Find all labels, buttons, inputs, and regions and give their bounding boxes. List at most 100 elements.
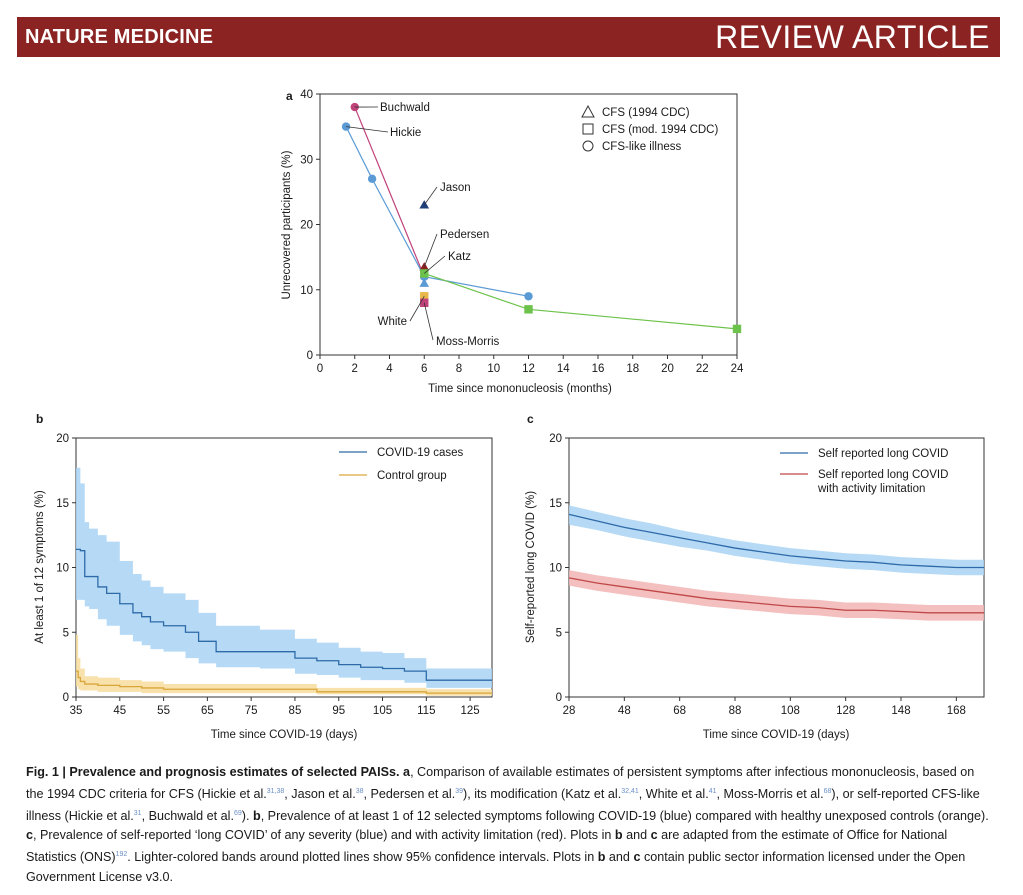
y-tick-label: 10 bbox=[549, 563, 562, 575]
caption-text: are adapted from the estimate of Office … bbox=[26, 828, 948, 865]
caption-ref[interactable]: 31 bbox=[133, 810, 142, 818]
annotation-white: White bbox=[378, 316, 407, 328]
caption-ref[interactable]: 31,38 bbox=[266, 788, 285, 795]
x-tick-label: 20 bbox=[661, 363, 674, 375]
confidence-band-0 bbox=[76, 467, 492, 688]
caption-a-label: a bbox=[403, 765, 411, 779]
point-katz bbox=[732, 324, 742, 334]
chart-panel-c: 28 48 68 88 108 128 148 168 0 5 10 15 20 Time since C… bbox=[525, 412, 985, 741]
x-tick-label: 108 bbox=[781, 705, 800, 717]
caption-ref[interactable]: 41 bbox=[708, 788, 717, 795]
x-tick-label: 10 bbox=[487, 363, 500, 375]
caption-text: contain public sector information licens… bbox=[26, 850, 966, 884]
caption-ref[interactable]: 38 bbox=[355, 788, 364, 795]
panel-letter: c bbox=[527, 412, 534, 426]
legend-label: CFS (1994 CDC) bbox=[602, 107, 690, 119]
annotation-leader bbox=[423, 233, 438, 268]
x-axis-label: Time since mononucleosis (months) bbox=[428, 383, 612, 395]
x-tick-label: 18 bbox=[626, 363, 639, 375]
annotation-leader bbox=[346, 126, 389, 133]
caption-text: ), its modification (Katz et al. bbox=[463, 787, 622, 802]
annotation-leader bbox=[409, 296, 425, 322]
caption-ref[interactable]: 192 bbox=[115, 851, 128, 859]
y-tick-label: 20 bbox=[549, 433, 562, 445]
annotation-hickie: Hickie bbox=[390, 127, 421, 139]
panel-letter: a bbox=[286, 89, 293, 103]
caption-ref[interactable]: 68 bbox=[823, 788, 832, 795]
x-tick-label: 45 bbox=[113, 705, 126, 717]
caption-text: ). bbox=[241, 809, 253, 824]
caption-text: , Pedersen et al. bbox=[363, 787, 456, 802]
caption-text: , Jason et al. bbox=[284, 787, 356, 802]
x-tick-label: 24 bbox=[731, 363, 744, 375]
legend-label: CFS (mod. 1994 CDC) bbox=[602, 124, 718, 136]
x-tick-label: 28 bbox=[563, 705, 576, 717]
series-line-0 bbox=[568, 513, 984, 569]
caption-text: and bbox=[622, 828, 651, 843]
legend-label: Self reported long COVID bbox=[818, 448, 948, 460]
legend-square bbox=[582, 123, 594, 135]
caption-a-text: , Comparison of available estimates of p… bbox=[26, 765, 975, 802]
caption-c-label: c bbox=[26, 828, 34, 843]
series-line-1 bbox=[568, 577, 984, 614]
x-tick-label: 68 bbox=[673, 705, 686, 717]
x-tick-label: 168 bbox=[947, 705, 966, 717]
point-katz bbox=[524, 305, 533, 314]
point-hickie bbox=[367, 174, 377, 184]
article-type: REVIEW ARTICLE bbox=[715, 19, 990, 55]
caption-title: Fig. 1 | Prevalence and prognosis estima… bbox=[26, 765, 400, 779]
x-axis-label: Time since COVID-19 (days) bbox=[703, 729, 850, 741]
legend-circle bbox=[582, 140, 594, 152]
confidence-band-0 bbox=[569, 505, 984, 576]
x-tick-label: 16 bbox=[592, 363, 605, 375]
x-tick-label: 6 bbox=[421, 363, 427, 375]
annotation-katz: Katz bbox=[448, 251, 471, 263]
caption-b-ref: b bbox=[597, 850, 606, 865]
caption-b-text: , Prevalence of at least 1 of 12 selecte… bbox=[260, 809, 989, 824]
x-tick-label: 55 bbox=[157, 705, 170, 717]
series-line-katz bbox=[424, 272, 738, 330]
figure-caption: Fig. 1 | Prevalence and prognosis estima… bbox=[26, 763, 991, 887]
annotation-jason: Jason bbox=[440, 182, 471, 194]
x-tick-label: 14 bbox=[557, 363, 570, 375]
x-tick-label: 2 bbox=[352, 363, 358, 375]
legend-label: CFS-like illness bbox=[602, 141, 681, 153]
y-tick-label: 40 bbox=[300, 89, 313, 101]
series-line-1 bbox=[76, 670, 492, 694]
annotation-leader bbox=[423, 302, 434, 341]
y-tick-label: 20 bbox=[300, 220, 313, 232]
confidence-band-1 bbox=[76, 634, 492, 696]
x-tick-label: 128 bbox=[836, 705, 855, 717]
x-tick-label: 35 bbox=[70, 705, 83, 717]
caption-ref[interactable]: 69 bbox=[233, 810, 242, 818]
journal-header: NATURE MEDICINE REVIEW ARTICLE bbox=[17, 17, 1000, 57]
caption-b-ref: b bbox=[614, 828, 623, 843]
chart-panel-b: 35 45 55 65 75 85 95 105 115 125 0 5 10 15 20 Time sinc… bbox=[34, 412, 493, 741]
x-tick-label: 148 bbox=[891, 705, 910, 717]
x-tick-label: 48 bbox=[618, 705, 631, 717]
caption-text: and bbox=[605, 850, 634, 865]
y-tick-label: 0 bbox=[307, 350, 313, 362]
y-tick-label: 0 bbox=[556, 692, 562, 704]
legend-label: Control group bbox=[377, 470, 447, 482]
x-tick-label: 115 bbox=[417, 705, 435, 717]
x-tick-label: 85 bbox=[289, 705, 302, 717]
x-tick-label: 125 bbox=[461, 705, 480, 717]
y-tick-label: 5 bbox=[63, 627, 69, 639]
annotation-leader bbox=[423, 186, 438, 206]
y-tick-label: 20 bbox=[56, 433, 69, 445]
point-hickie bbox=[524, 292, 533, 301]
y-tick-label: 5 bbox=[556, 627, 562, 639]
caption-ref[interactable]: 32,41 bbox=[621, 788, 639, 795]
caption-ref[interactable]: 39 bbox=[455, 788, 464, 795]
series-line-buchwald bbox=[354, 106, 425, 277]
legend-label: Self reported long COVID bbox=[818, 469, 948, 481]
y-tick-label: 0 bbox=[63, 692, 69, 704]
x-tick-label: 105 bbox=[373, 705, 392, 717]
y-axis-label: At least 1 of 12 symptoms (%) bbox=[34, 490, 46, 644]
caption-text: , Moss-Morris et al. bbox=[716, 787, 824, 802]
caption-text: , White et al. bbox=[638, 787, 709, 802]
y-tick-label: 15 bbox=[56, 498, 69, 510]
caption-c-ref: c bbox=[650, 828, 658, 843]
